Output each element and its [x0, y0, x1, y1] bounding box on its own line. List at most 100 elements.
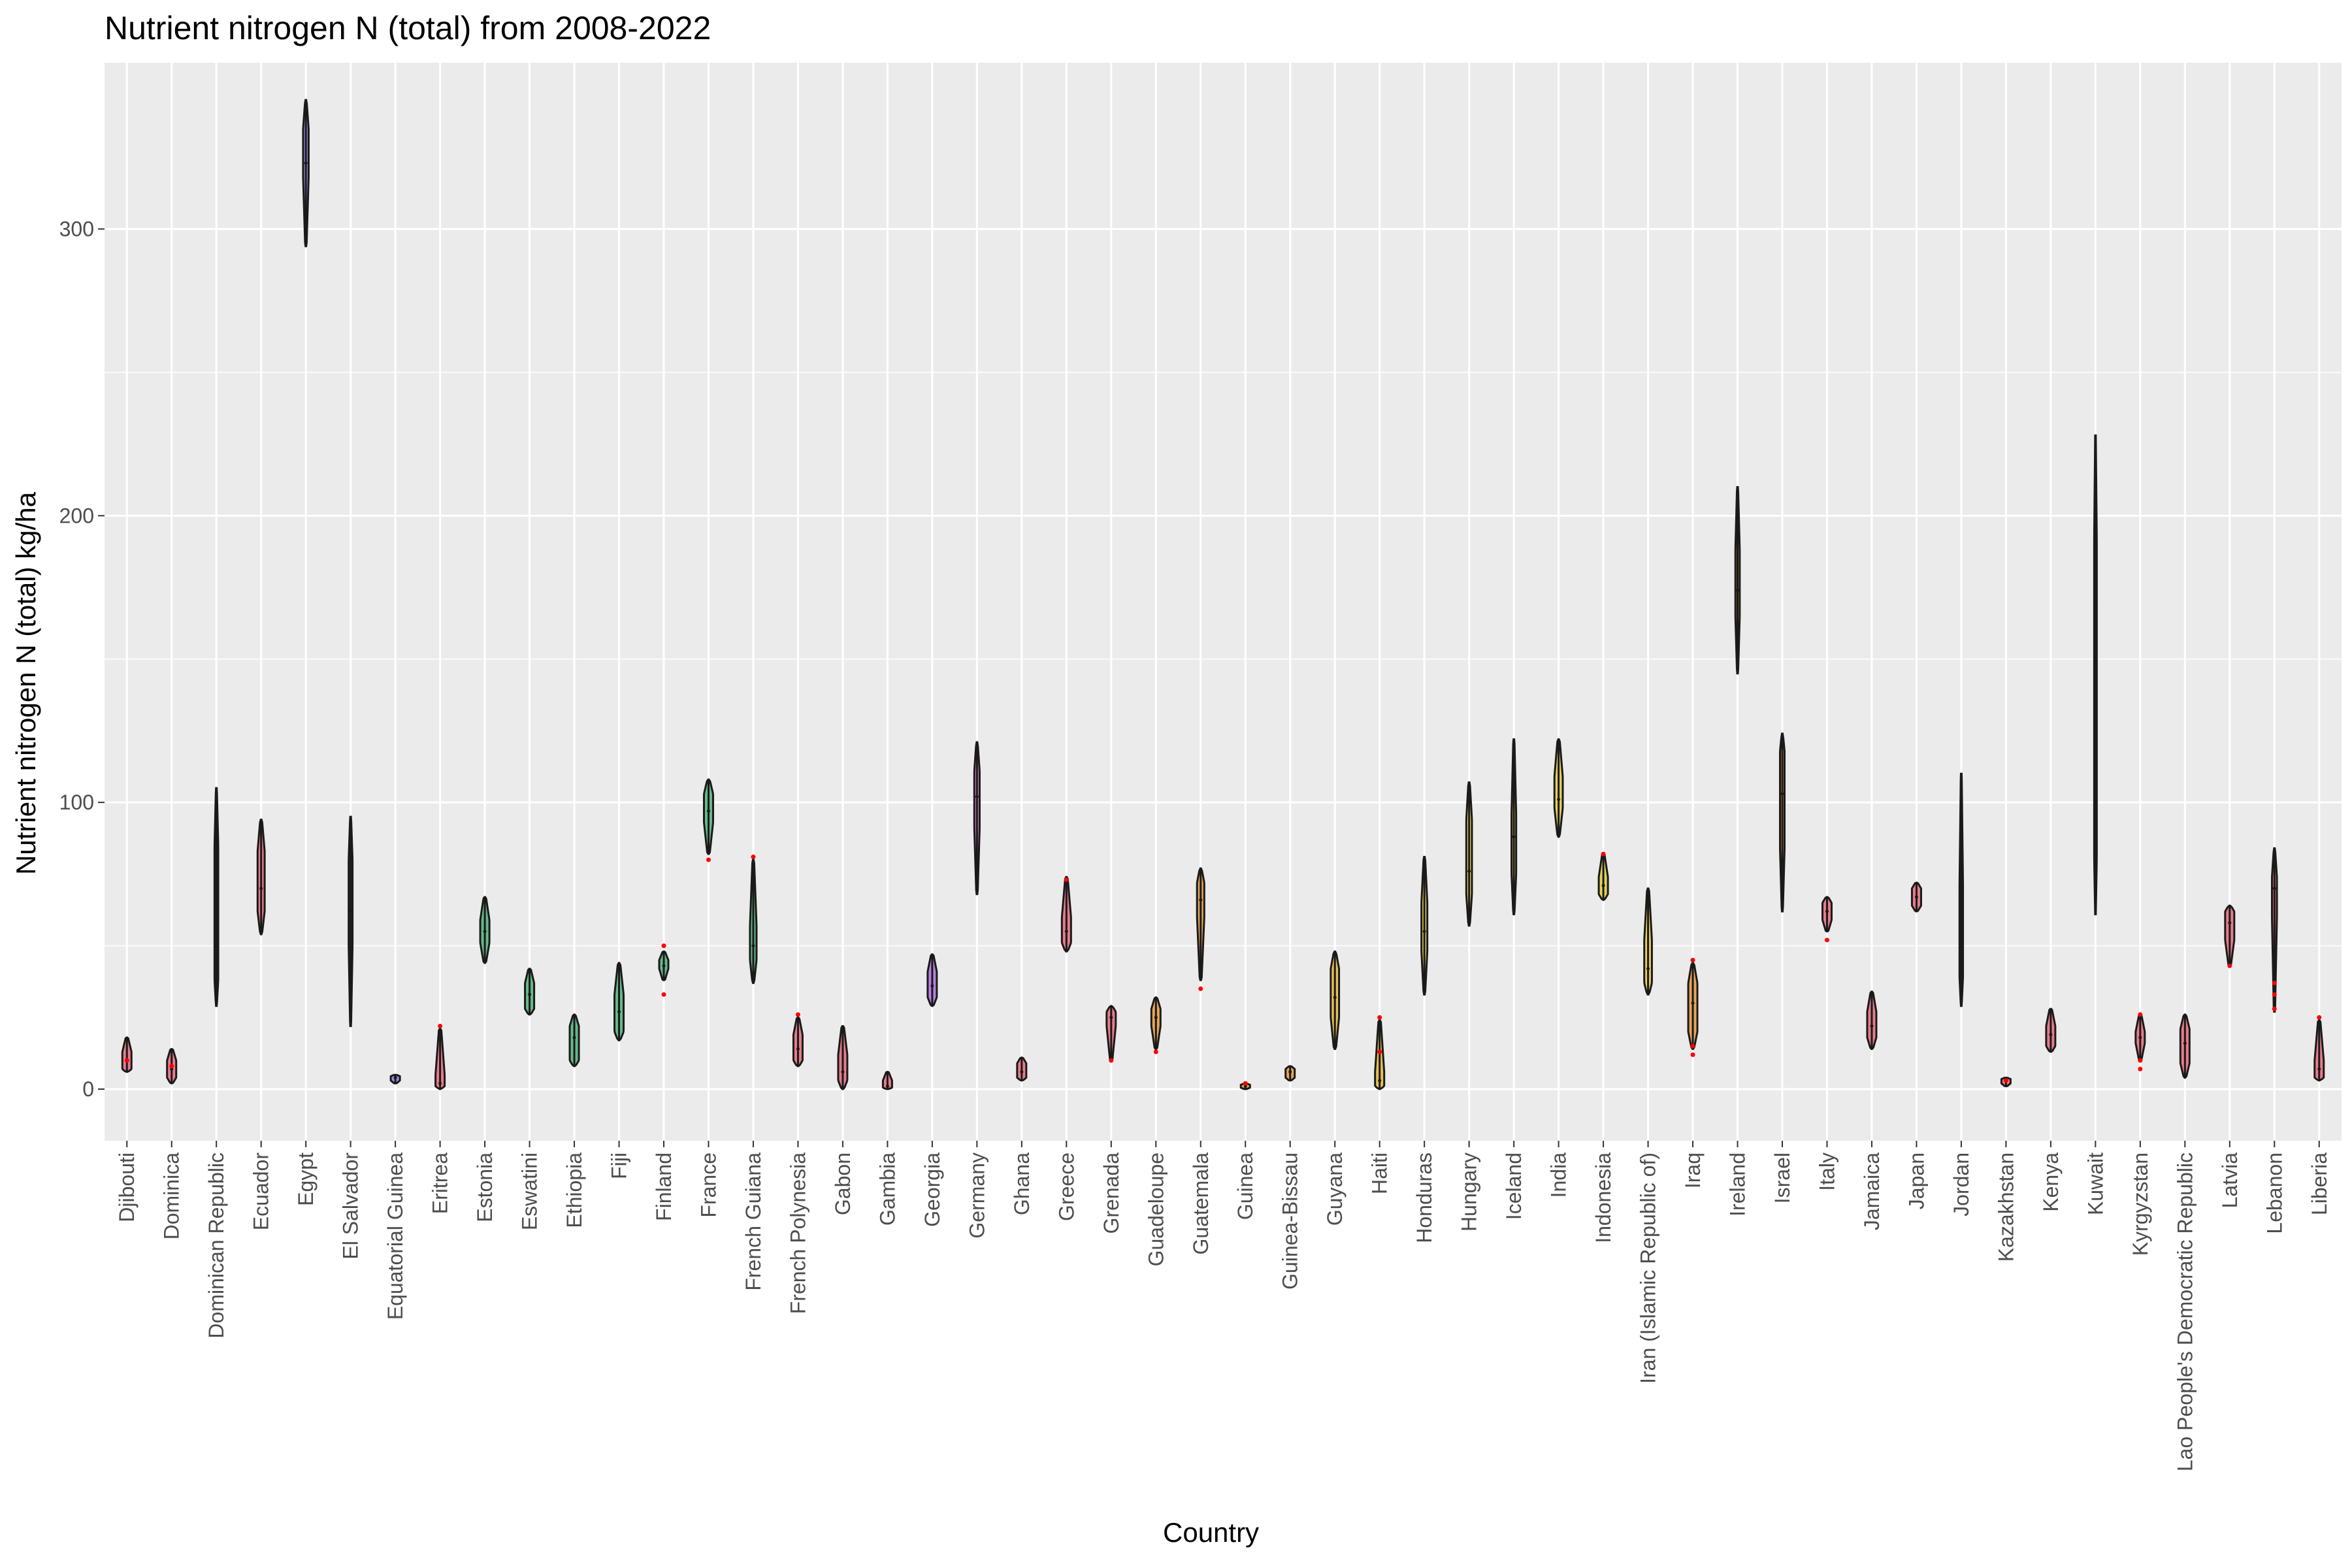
- violin-median: [841, 1070, 845, 1074]
- violin-india: [1553, 738, 1564, 838]
- plot-panel: [105, 63, 2342, 1141]
- violin-lebanon: [2270, 847, 2278, 1013]
- x-tick-label: Jamaica: [1860, 1152, 1884, 1230]
- x-tick-label: Guinea: [1233, 1152, 1257, 1220]
- violin-median: [2183, 1041, 2187, 1045]
- violin-median: [304, 161, 308, 165]
- violin-median: [930, 984, 934, 988]
- violin-median: [1154, 1015, 1158, 1019]
- x-tick-label: India: [1547, 1152, 1571, 1198]
- x-tick-label: Jordan: [1950, 1152, 1973, 1217]
- violin-equatorial-guinea: [389, 1073, 401, 1085]
- violin-finland: [658, 943, 670, 997]
- violin-median: [796, 1047, 800, 1051]
- violin-estonia: [479, 896, 491, 964]
- violin-guinea-bissau: [1284, 1065, 1296, 1082]
- outlier-point: [706, 857, 711, 862]
- x-tick-label: Ghana: [1010, 1152, 1034, 1215]
- violin-greece: [1060, 875, 1072, 953]
- x-tick-label: French Polynesia: [786, 1152, 809, 1314]
- violin-median: [2049, 1033, 2053, 1037]
- x-tick-label: Kazakhstan: [1994, 1152, 2017, 1262]
- outlier-point: [751, 855, 756, 860]
- violin-fiji: [613, 962, 625, 1041]
- outlier-point: [1109, 1058, 1114, 1063]
- violin-georgia: [926, 953, 938, 1007]
- violin-el-salvador: [348, 815, 354, 1027]
- violin-kenya: [2045, 1007, 2057, 1053]
- x-tick-label: Hungary: [1458, 1152, 1481, 1232]
- violin-median: [662, 964, 666, 968]
- violin-liberia: [2313, 1015, 2325, 1082]
- x-tick-label: Germany: [965, 1152, 988, 1239]
- outlier-point: [795, 1012, 800, 1017]
- x-tick-label: Iraq: [1681, 1152, 1705, 1188]
- violin-ghana: [1016, 1056, 1028, 1082]
- violin-iran-islamic-republic-of-: [1643, 887, 1653, 996]
- violin-median: [1378, 1079, 1382, 1083]
- violin-hungary: [1465, 781, 1473, 927]
- x-tick-label: Kyrgyzstan: [2129, 1152, 2152, 1256]
- violin-egypt: [302, 99, 310, 248]
- x-tick-label: Iceland: [1502, 1152, 1526, 1220]
- x-tick-label: Guatemala: [1189, 1152, 1213, 1255]
- violin-ethiopia: [568, 1013, 580, 1068]
- violin-median: [2228, 921, 2232, 924]
- outlier-point: [1690, 958, 1695, 963]
- outlier-point: [1690, 1043, 1695, 1049]
- violin-median: [1557, 798, 1561, 802]
- violin-ecuador: [256, 819, 266, 936]
- x-tick-label: Egypt: [294, 1152, 318, 1206]
- violin-median: [438, 1081, 442, 1085]
- x-tick-label: Djibouti: [115, 1152, 139, 1222]
- outlier-point: [2138, 1012, 2143, 1017]
- x-tick-label: Lao People's Democratic Republic: [2173, 1152, 2197, 1471]
- x-tick-label: Iran (Islamic Republic of): [1637, 1152, 1660, 1384]
- violin-median: [483, 930, 487, 934]
- y-tick-label: 100: [59, 791, 94, 814]
- violin-indonesia: [1597, 851, 1609, 901]
- violin-french-polynesia: [792, 1012, 804, 1068]
- outlier-point: [1243, 1081, 1248, 1086]
- violin-israel: [1779, 732, 1786, 913]
- grid-layer: [105, 63, 2342, 1141]
- y-axis: 0 100 200 300: [59, 218, 105, 1101]
- x-tick-label: Fiji: [608, 1152, 631, 1179]
- violin-dominica: [166, 1048, 178, 1085]
- outlier-point: [1824, 938, 1829, 943]
- outlier-point: [2317, 1015, 2322, 1020]
- violin-median: [706, 809, 710, 813]
- violin-gambia: [881, 1071, 893, 1090]
- x-tick-label: Liberia: [2308, 1152, 2331, 1215]
- outlier-point: [169, 1064, 174, 1069]
- x-tick-label: Eswatini: [518, 1152, 542, 1230]
- outlier-point: [1377, 1049, 1382, 1054]
- outlier-point: [1064, 877, 1069, 883]
- violin-grenada: [1105, 1005, 1117, 1063]
- x-tick-label: Finland: [652, 1152, 676, 1221]
- violin-median: [1646, 967, 1650, 971]
- violin-median: [1512, 835, 1516, 839]
- violin-median: [1736, 588, 1740, 592]
- violin-median: [2317, 1067, 2321, 1071]
- x-tick-label: Haiti: [1368, 1152, 1392, 1194]
- violin-median: [1020, 1070, 1024, 1074]
- outlier-point: [1601, 851, 1606, 857]
- x-tick-label: Kuwait: [2083, 1152, 2107, 1215]
- chart-title: Nutrient nitrogen N (total) from 2008-20…: [105, 10, 711, 46]
- x-axis: Djibouti Dominica Dominican Republic Ecuado…: [115, 1141, 2331, 1471]
- violin-germany: [973, 741, 981, 896]
- violin-median: [975, 794, 979, 798]
- violins: [121, 99, 2325, 1090]
- x-tick-label: Italy: [1815, 1152, 1838, 1191]
- violin-median: [1288, 1070, 1292, 1074]
- x-tick-label: Gambia: [875, 1152, 899, 1226]
- violin-median: [885, 1085, 889, 1088]
- x-tick-label: Grenada: [1100, 1152, 1123, 1234]
- x-tick-label: Estonia: [473, 1152, 497, 1222]
- violin-italy: [1821, 896, 1833, 943]
- violin-median: [1914, 895, 1918, 899]
- outlier-point: [438, 1023, 443, 1028]
- violin-kyrgyzstan: [2134, 1012, 2146, 1071]
